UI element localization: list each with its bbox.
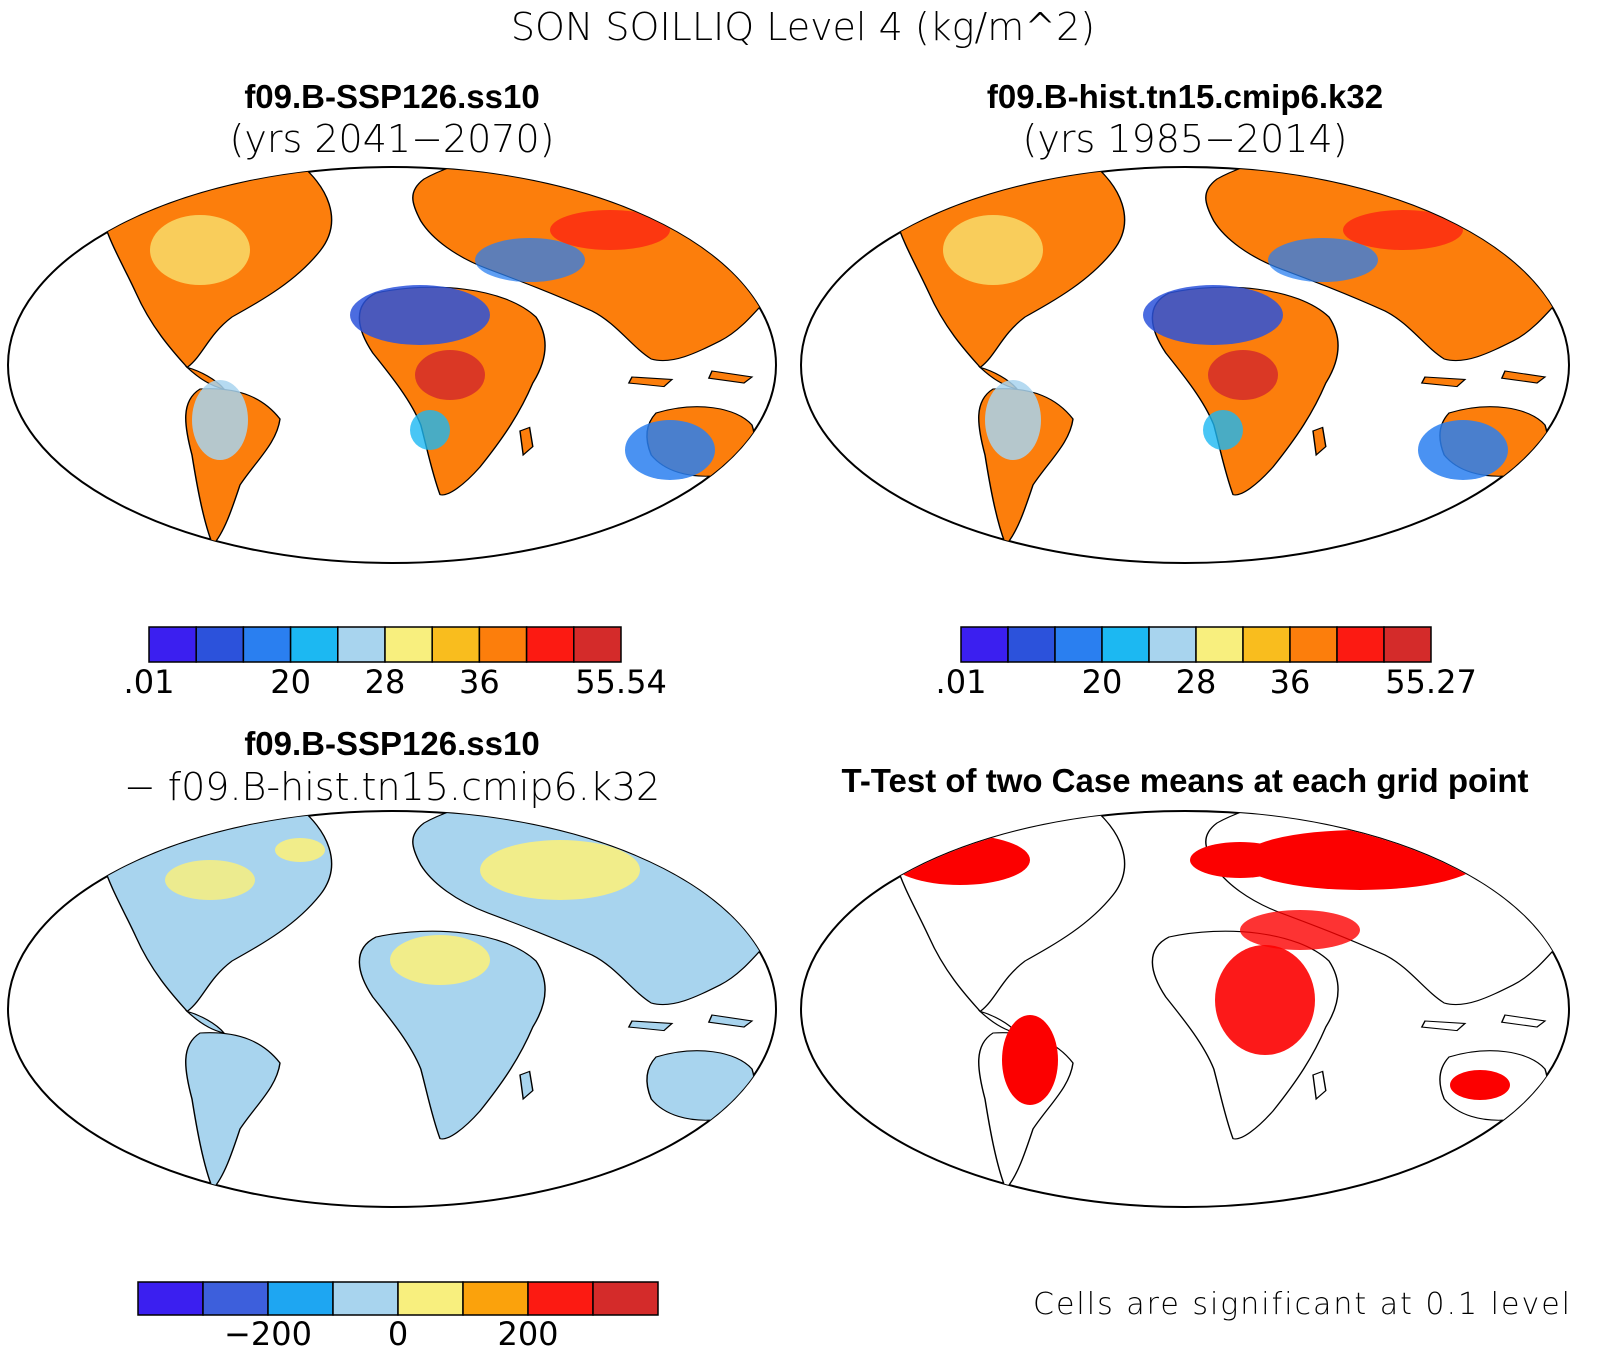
colorbar2-swatch	[1242, 626, 1291, 663]
colorbar2-tick-label: 20	[1082, 663, 1123, 701]
colorbar2-swatch	[1101, 626, 1150, 663]
colorbar2-swatch	[1007, 626, 1056, 663]
colorbar3-swatch	[267, 1281, 334, 1316]
colorbar-case1: .01 20 28 36 55.54	[124, 626, 667, 701]
colorbar2-swatch	[960, 626, 1009, 663]
colorbar1-swatch	[478, 626, 528, 663]
colorbar2-tick-label: 55.27	[1385, 663, 1477, 701]
colorbar1-swatch	[289, 626, 339, 663]
colorbar1-swatch	[337, 626, 386, 663]
panel2-subtitle: (yrs 1985−2014)	[1023, 117, 1348, 161]
colorbar2-swatch	[1336, 626, 1385, 663]
panel3-title: f09.B-SSP126.ss10	[244, 725, 539, 762]
colorbar1-swatch	[148, 626, 197, 663]
colorbar1-tick-label: 20	[270, 663, 311, 701]
panel4-title: T-Test of two Case means at each grid po…	[841, 762, 1528, 799]
colorbar2-swatch	[1054, 626, 1103, 663]
colorbar2-swatch	[1148, 626, 1197, 663]
panel1-field	[150, 210, 715, 480]
colorbar3-swatch	[332, 1281, 399, 1316]
colorbar2-swatch	[1383, 626, 1432, 663]
colorbar1-tick-label: 36	[459, 663, 500, 701]
colorbar3-tick-label: 200	[497, 1315, 558, 1350]
colorbar1-swatch	[242, 626, 292, 663]
colorbar3-swatch	[397, 1281, 464, 1316]
panel2-title: f09.B-hist.tn15.cmip6.k32	[987, 78, 1383, 115]
panel-difference: f09.B-SSP126.ss10 − f09.B-hist.tn15.cmip…	[7, 725, 777, 1208]
figure-title: SON SOILLIQ Level 4 (kg/m^2)	[511, 5, 1095, 49]
colorbar3-tick-label: −200	[224, 1315, 312, 1350]
colorbar1-swatch	[525, 626, 575, 663]
panel-case1: f09.B-SSP126.ss10 (yrs 2041−2070)	[7, 78, 777, 564]
panel-case2: f09.B-hist.tn15.cmip6.k32 (yrs 1985−2014…	[800, 78, 1570, 564]
panel3-subtitle: − f09.B-hist.tn15.cmip6.k32	[124, 765, 660, 809]
colorbar3-swatch	[202, 1281, 269, 1316]
panel1-subtitle: (yrs 2041−2070)	[230, 117, 555, 161]
colorbar2-tick-label: 28	[1176, 663, 1217, 701]
colorbar1-swatch	[384, 626, 433, 663]
colorbar3-tick-label: 0	[388, 1315, 408, 1350]
colorbar1-swatch	[431, 626, 481, 663]
colorbar1-swatch	[195, 626, 245, 663]
colorbar-case2: .01 20 28 36 55.27	[936, 626, 1477, 701]
colorbar2-swatch	[1195, 626, 1244, 663]
colorbar2-tick-label: 36	[1270, 663, 1311, 701]
colorbar3-swatch	[137, 1281, 204, 1316]
colorbar3-swatch	[462, 1281, 529, 1316]
colorbar2-swatch	[1289, 626, 1338, 663]
colorbar-difference: −200 0 200	[137, 1281, 659, 1350]
colorbar2-tick-label: .01	[936, 663, 987, 701]
panel3-field	[165, 838, 640, 985]
panel2-field	[943, 210, 1508, 480]
colorbar3-swatch	[527, 1281, 594, 1316]
colorbar1-tick-label: 28	[365, 663, 406, 701]
colorbar1-swatch	[573, 626, 622, 663]
panel-ttest: T-Test of two Case means at each grid po…	[800, 762, 1570, 1208]
panel1-title: f09.B-SSP126.ss10	[244, 78, 539, 115]
colorbar3-swatch	[592, 1281, 659, 1316]
colorbar1-tick-label: 55.54	[575, 663, 667, 701]
colorbar1-tick-label: .01	[124, 663, 175, 701]
significance-footnote: Cells are significant at 0.1 level	[1033, 1287, 1572, 1322]
